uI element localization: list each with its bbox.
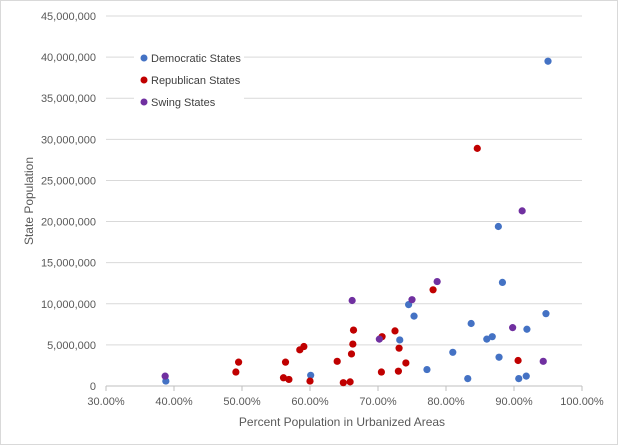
point-republican (391, 327, 399, 335)
point-democratic (423, 365, 431, 374)
point-republican (402, 359, 410, 367)
y-tick-label: 35,000,000 (41, 93, 96, 105)
point-democratic (498, 278, 507, 286)
point-democratic (488, 333, 496, 341)
y-tick-label: 0 (90, 381, 96, 393)
point-republican (514, 356, 522, 365)
x-tick-label: 80.00% (427, 396, 465, 408)
y-tick-label: 25,000,000 (41, 175, 96, 187)
y-tick-label: 45,000,000 (41, 11, 96, 23)
point-democratic (449, 348, 457, 356)
data-points (161, 57, 552, 387)
x-axis-title: Percent Population in Urbanized Areas (239, 415, 445, 429)
y-tick-label: 10,000,000 (41, 299, 96, 311)
point-swing (518, 207, 526, 215)
x-tick-label: 90.00% (495, 396, 533, 408)
legend-marker-republican (140, 76, 148, 84)
point-republican (394, 367, 402, 375)
point-swing (539, 357, 547, 365)
x-tick-label: 30.00% (87, 396, 125, 408)
point-republican (279, 374, 288, 382)
point-republican (300, 342, 308, 351)
point-democratic (467, 319, 475, 328)
y-tick-label: 15,000,000 (41, 258, 96, 270)
x-tick-label: 40.00% (155, 396, 193, 408)
legend-label-swing: Swing States (151, 97, 216, 109)
point-democratic (523, 325, 531, 333)
point-republican (346, 378, 354, 386)
point-democratic (522, 372, 530, 380)
point-republican (235, 358, 243, 366)
axes: 0 5,000,000 10,000,000 15,000,000 20,000,000… (41, 11, 604, 408)
point-swing (509, 324, 517, 332)
legend-box (134, 44, 244, 114)
point-republican (395, 344, 403, 352)
y-tick-label: 5,000,000 (47, 340, 96, 352)
point-swing (433, 277, 441, 286)
x-tick-label: 100.00% (560, 396, 604, 408)
point-republican (377, 368, 385, 376)
point-republican (306, 377, 314, 385)
point-republican (349, 326, 358, 334)
legend-label-republican: Republican States (151, 75, 241, 87)
point-republican (333, 357, 341, 365)
legend-label-democratic: Democratic States (151, 53, 241, 65)
point-democratic (483, 335, 491, 343)
point-democratic (464, 375, 472, 383)
y-tick-label: 40,000,000 (41, 52, 96, 64)
point-democratic (544, 57, 552, 65)
point-swing (408, 296, 416, 304)
point-republican (339, 379, 347, 387)
x-tick-label: 60.00% (291, 396, 329, 408)
point-republican (349, 340, 357, 348)
point-republican (232, 368, 240, 376)
y-tick-label: 20,000,000 (41, 217, 96, 229)
legend-marker-swing (140, 98, 148, 106)
point-swing (161, 372, 169, 380)
point-republican (347, 350, 356, 358)
point-democratic (494, 222, 502, 231)
x-tick-label: 70.00% (359, 396, 397, 408)
legend-marker-democratic (140, 54, 148, 62)
y-tick-label: 30,000,000 (41, 134, 96, 146)
point-republican (285, 375, 293, 384)
legend: Democratic States Republican States Swin… (134, 44, 244, 114)
point-democratic (396, 336, 404, 344)
point-democratic (515, 375, 523, 383)
point-democratic (307, 371, 315, 379)
point-republican (473, 144, 481, 152)
point-democratic (542, 310, 550, 318)
point-swing (348, 296, 356, 305)
x-tick-label: 50.00% (223, 396, 261, 408)
point-republican (429, 286, 437, 294)
point-democratic (495, 353, 503, 361)
point-democratic (410, 312, 418, 320)
y-axis-title: State Population (22, 157, 36, 245)
point-swing (375, 335, 383, 343)
point-republican (281, 358, 290, 366)
